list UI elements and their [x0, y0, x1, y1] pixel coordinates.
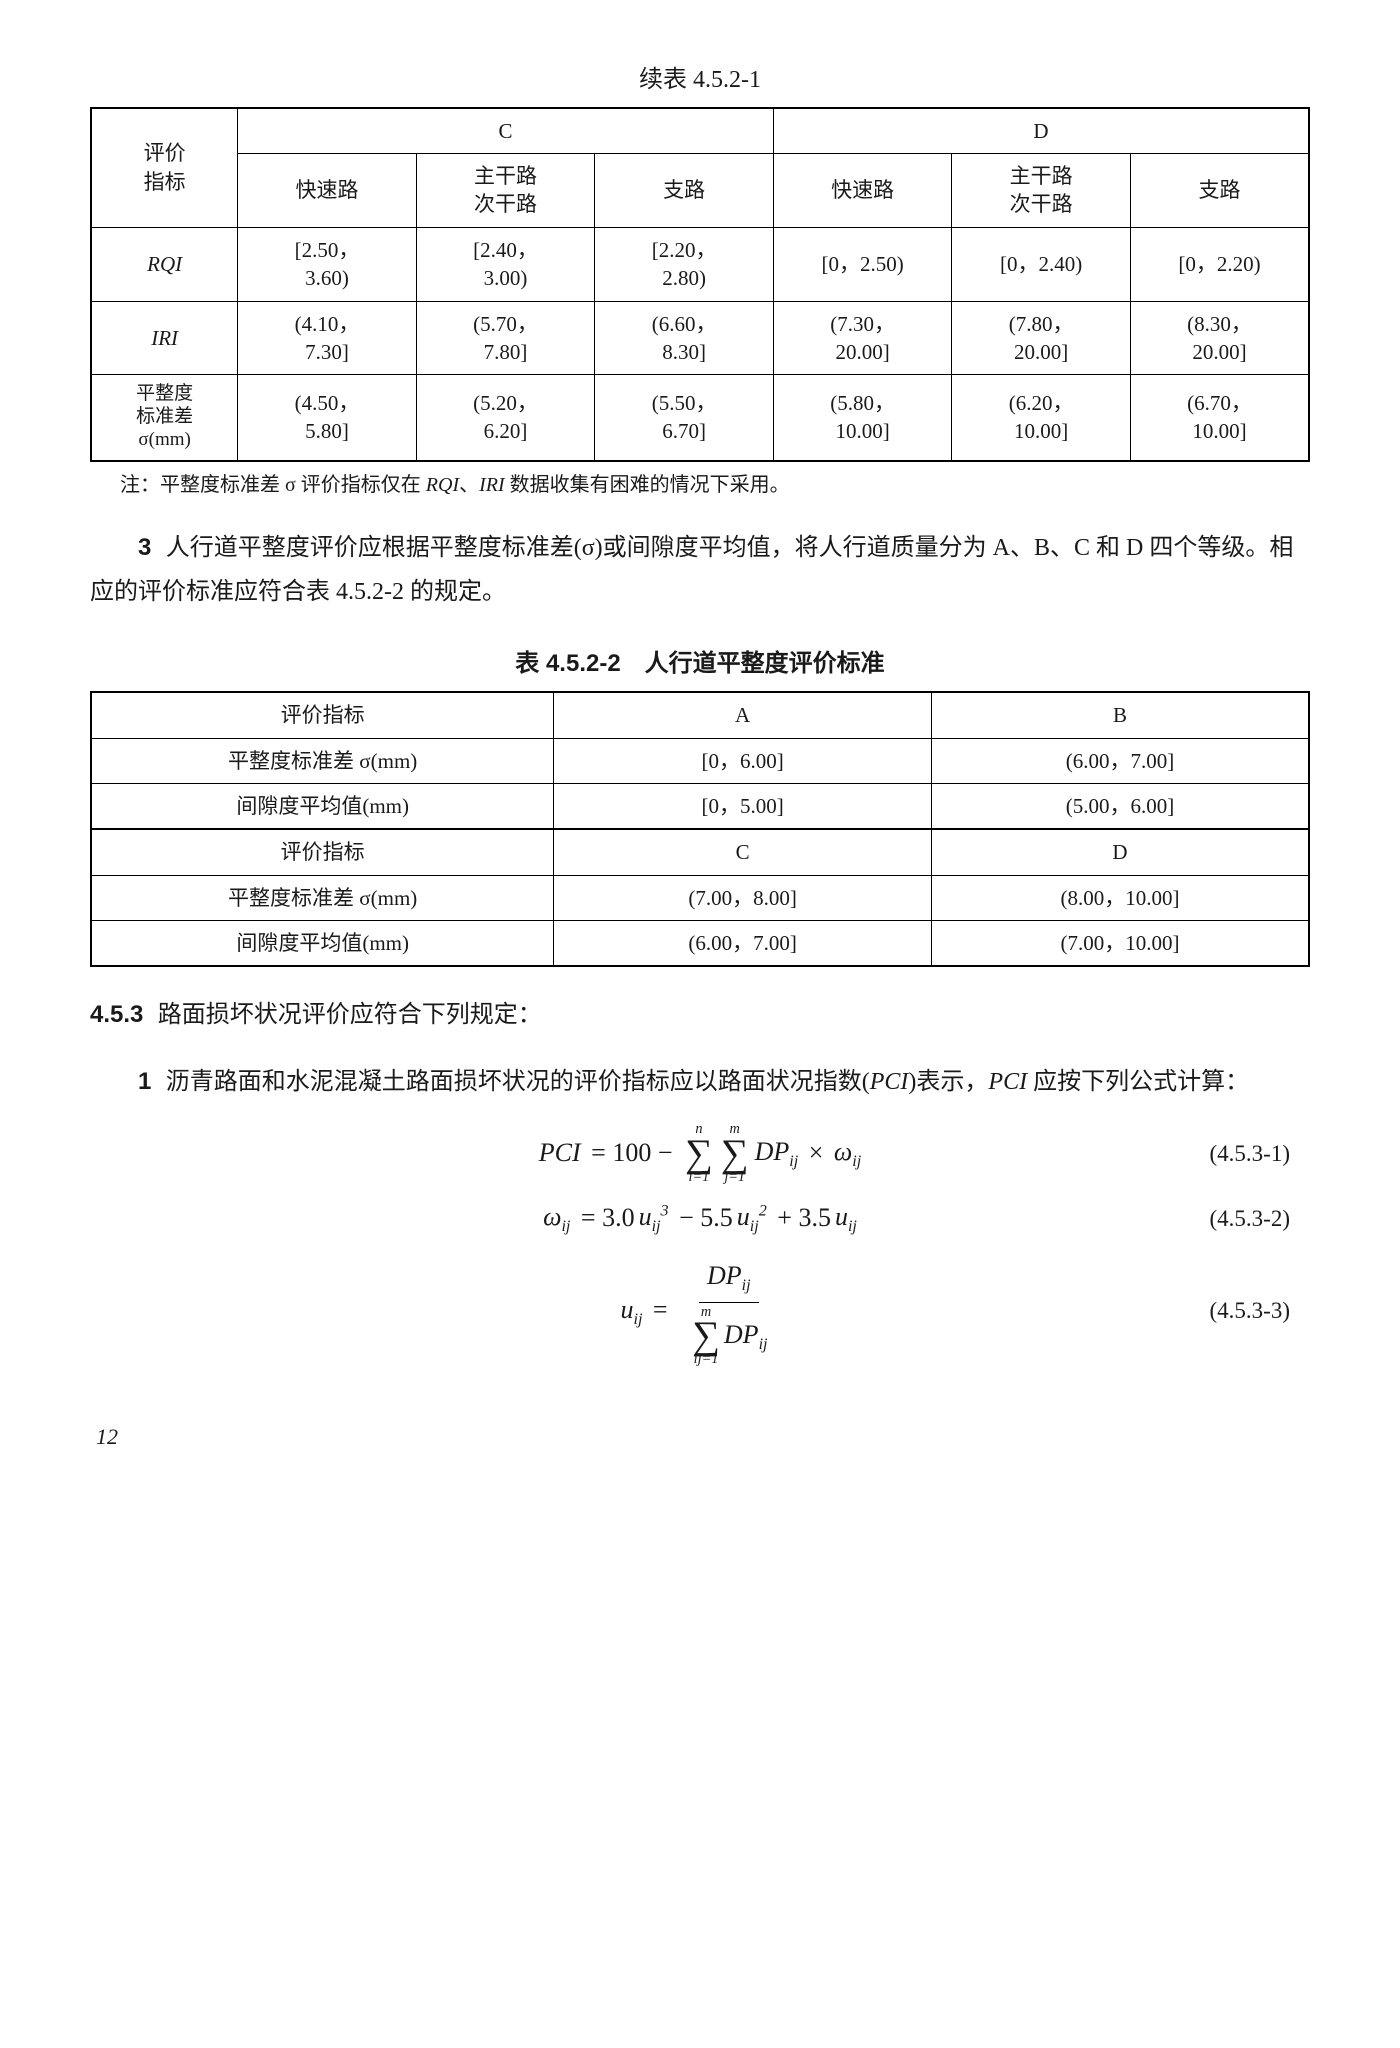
table1-row1-c4: (7.80， 20.00]	[952, 301, 1131, 375]
table1-sub-4: 主干路 次干路	[952, 154, 1131, 228]
table1-row1-c2: (6.60， 8.30]	[595, 301, 774, 375]
table1-row2-c5: (6.70， 10.00]	[1130, 375, 1309, 461]
table1-row1-c0: (4.10， 7.30]	[238, 301, 417, 375]
table2-r2-c0: [0，5.00]	[554, 783, 932, 829]
table2-title: 表 4.5.2-2 人行道平整度评价标准	[90, 644, 1310, 685]
table2-r3-c1: (8.00，10.00]	[931, 875, 1309, 920]
table2-col-c: C	[554, 829, 932, 875]
section-453-num: 4.5.3	[90, 1001, 143, 1028]
table1-row2-c3: (5.80， 10.00]	[773, 375, 952, 461]
table1-row0-c3: [0，2.50)	[773, 227, 952, 301]
table2-r4-label: 间隙度平均值(mm)	[91, 920, 554, 966]
table2-r4-c0: (6.00，7.00]	[554, 920, 932, 966]
table1-title: 续表 4.5.2-1	[90, 60, 1310, 101]
table1-row1-c1: (5.70， 7.80]	[416, 301, 595, 375]
table1-row0-c4: [0，2.40)	[952, 227, 1131, 301]
table1-sub-3: 快速路	[773, 154, 952, 228]
table1-row0-label: RQI	[91, 227, 238, 301]
table1-row1-label: IRI	[91, 301, 238, 375]
eq2-no: (4.5.3-2)	[1210, 1199, 1290, 1238]
table1-header-c: C	[238, 108, 774, 154]
formula-block: PCI = 100 − n∑i=1 m∑j=1 DPij × ωij (4.5.…	[90, 1122, 1310, 1368]
table1-sub-0: 快速路	[238, 154, 417, 228]
table1-row1-c5: (8.30， 20.00]	[1130, 301, 1309, 375]
table1-row-iri: IRI (4.10， 7.30] (5.70， 7.80] (6.60， 8.3…	[91, 301, 1309, 375]
table2-r1-c0: [0，6.00]	[554, 738, 932, 783]
table1: 评价 指标 C D 快速路 主干路 次干路 支路 快速路 主干路 次干路 支路 …	[90, 107, 1310, 462]
table2-r3-label: 平整度标准差 σ(mm)	[91, 875, 554, 920]
table2-r1-c1: (6.00，7.00]	[931, 738, 1309, 783]
table1-row2-c0: (4.50， 5.80]	[238, 375, 417, 461]
table1-header-eval: 评价 指标	[91, 108, 238, 228]
formula-1: PCI = 100 − n∑i=1 m∑j=1 DPij × ωij (4.5.…	[90, 1122, 1310, 1184]
table1-row-sigma: 平整度 标准差 σ(mm) (4.50， 5.80] (5.20， 6.20] …	[91, 375, 1309, 461]
para-3-text: 人行道平整度评价应根据平整度标准差(σ)或间隙度平均值，将人行道质量分为 A、B…	[90, 535, 1293, 605]
table1-row-rqi: RQI [2.50， 3.60) [2.40， 3.00) [2.20， 2.8…	[91, 227, 1309, 301]
table1-row2-c4: (6.20， 10.00]	[952, 375, 1131, 461]
table1-row0-c2: [2.20， 2.80)	[595, 227, 774, 301]
page-number: 12	[96, 1418, 1310, 1455]
table2-col-b: B	[931, 692, 1309, 738]
eq3-no: (4.5.3-3)	[1210, 1291, 1290, 1330]
para-3: 3人行道平整度评价应根据平整度标准差(σ)或间隙度平均值，将人行道质量分为 A、…	[90, 526, 1310, 615]
table1-row1-c3: (7.30， 20.00]	[773, 301, 952, 375]
para-3-num: 3	[138, 534, 151, 561]
table1-row0-c1: [2.40， 3.00)	[416, 227, 595, 301]
table2-r2-c1: (5.00，6.00]	[931, 783, 1309, 829]
table1-sub-5: 支路	[1130, 154, 1309, 228]
para-453-1: 1沥青路面和水泥混凝土路面损坏状况的评价指标应以路面状况指数(PCI)表示，PC…	[90, 1060, 1310, 1104]
table2-r3-c0: (7.00，8.00]	[554, 875, 932, 920]
formula-2: ωij = 3.0uij3 − 5.5uij2 + 3.5uij (4.5.3-…	[90, 1190, 1310, 1246]
table1-row2-c2: (5.50， 6.70]	[595, 375, 774, 461]
table1-row0-c5: [0，2.20)	[1130, 227, 1309, 301]
table2-col-d: D	[931, 829, 1309, 875]
table2-r4-c1: (7.00，10.00]	[931, 920, 1309, 966]
table1-sub-1: 主干路 次干路	[416, 154, 595, 228]
table1-row2-label: 平整度 标准差 σ(mm)	[91, 375, 238, 461]
table2-r1-label: 平整度标准差 σ(mm)	[91, 738, 554, 783]
table1-header-d: D	[773, 108, 1309, 154]
table1-row0-c0: [2.50， 3.60)	[238, 227, 417, 301]
table1-note: 注：平整度标准差 σ 评价指标仅在 RQI、IRI 数据收集有困难的情况下采用。	[90, 468, 1310, 502]
para-453-1-num: 1	[138, 1068, 151, 1095]
table2: 评价指标 A B 平整度标准差 σ(mm) [0，6.00] (6.00，7.0…	[90, 691, 1310, 967]
section-453-text: 路面损坏状况评价应符合下列规定：	[158, 1002, 542, 1028]
table1-row2-c1: (5.20， 6.20]	[416, 375, 595, 461]
table2-header-eval-2: 评价指标	[91, 829, 554, 875]
formula-3: uij = DPij m∑ij=1 DPij (4.5.3-3)	[90, 1252, 1310, 1368]
table2-header-eval-1: 评价指标	[91, 692, 554, 738]
section-453: 4.5.3 路面损坏状况评价应符合下列规定：	[90, 995, 1310, 1036]
table2-col-a: A	[554, 692, 932, 738]
table1-sub-2: 支路	[595, 154, 774, 228]
eq1-no: (4.5.3-1)	[1210, 1134, 1290, 1173]
table2-r2-label: 间隙度平均值(mm)	[91, 783, 554, 829]
